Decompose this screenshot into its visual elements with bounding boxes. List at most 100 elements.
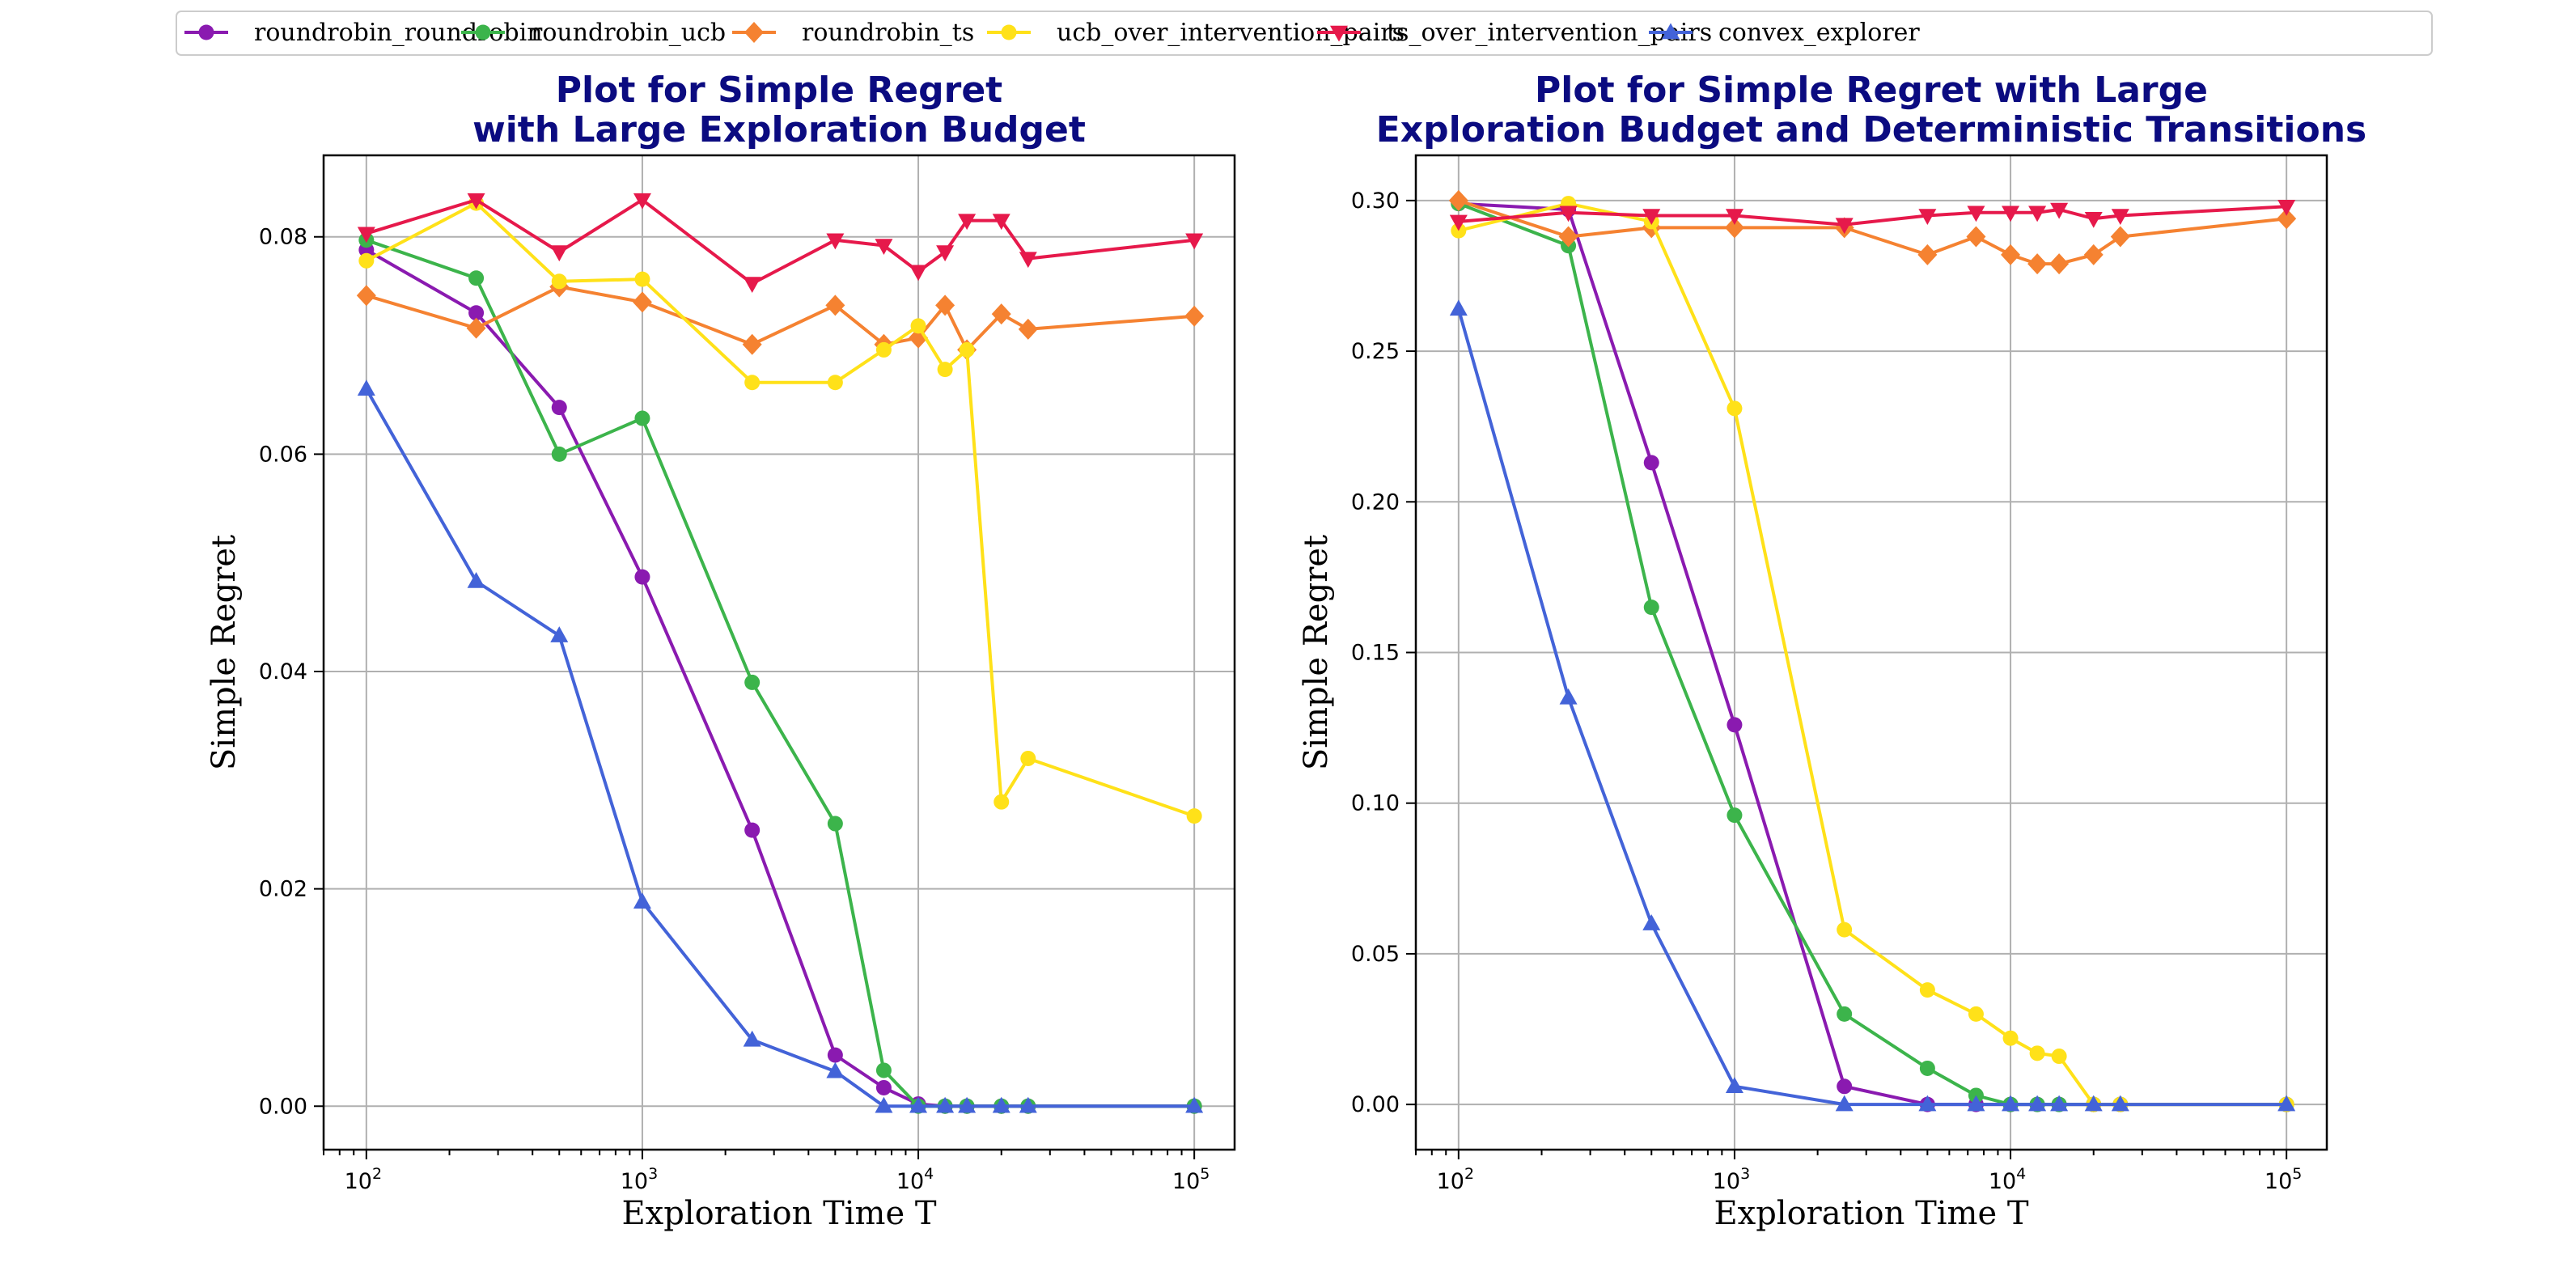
data-point [1018,318,1038,340]
data-point [875,239,893,256]
data-point [744,674,761,690]
series-convex_explorer [1449,299,2296,1112]
data-point [634,271,650,287]
series-line [1456,308,2287,1107]
y-axis-label: Simple Regret [1298,535,1335,770]
data-point [958,214,977,231]
data-point [1727,807,1743,824]
data-point [634,569,650,585]
series-line [365,201,1195,818]
legend-item: roundrobin_ucb [461,19,726,47]
ticks: 102 103 104 105 0.00 0.02 0.04 0.06 0.08 [259,225,1210,1194]
data-point [1558,226,1578,248]
data-point [991,303,1011,325]
plot-left: 102 103 104 105 0.00 0.02 0.04 0.06 0.08 Plot for… [205,70,1236,1232]
data-point [1643,600,1659,616]
series-line [366,238,1195,1108]
data-point [875,1079,892,1095]
data-point [936,245,955,262]
data-point [466,317,486,339]
series-roundrobin_ucb [1451,196,2294,1112]
x-tick-label: 105 [1172,1165,1210,1194]
data-point [2028,205,2047,222]
data-point [2027,253,2048,275]
data-point [2277,1095,2296,1112]
y-tick-label: 0.00 [259,1094,307,1119]
series-roundrobin_ts [356,276,1205,361]
chart-title: Plot for Simple Regret [556,70,1002,111]
legend-marker [1001,24,1017,40]
data-point [959,341,975,358]
series-group [356,193,1205,1114]
data-point [937,362,953,378]
data-point [744,822,761,838]
data-point [551,446,567,462]
data-point [2029,1045,2045,1061]
data-point [2111,1095,2129,1112]
data-point [1727,717,1743,733]
x-tick-label: 104 [1989,1165,2026,1194]
data-point [2051,1049,2067,1065]
data-point [1919,982,1935,998]
plot-frame [322,154,1236,1151]
series-line [1458,201,2287,1107]
legend-marker [475,24,491,40]
data-point [1727,400,1743,417]
data-point [827,816,843,832]
y-tick-label: 0.15 [1351,641,1400,666]
data-point [633,892,651,909]
data-point [1837,922,1853,938]
y-tick-label: 0.06 [259,442,307,467]
x-tick-label: 102 [1437,1165,1474,1194]
series-ucb_over_intervention_pairs [358,195,1202,824]
data-point [1643,455,1659,471]
legend-label: roundrobin_ts [802,19,974,47]
series-ucb_over_intervention_pairs [1451,196,2294,1112]
data-point [468,270,485,286]
data-point [1725,1077,1743,1094]
data-point [1186,808,1202,824]
ticks: 102 103 104 105 0.00 0.05 0.10 0.15 0.20 0.25 0.30 [1351,189,2303,1194]
data-point [634,410,650,426]
data-point [2002,1030,2019,1046]
data-point [935,294,955,316]
data-point [1968,1006,1984,1022]
data-point [1642,209,1661,226]
data-point [875,1062,892,1078]
data-point [2050,202,2069,219]
series-line [365,388,1195,1108]
series-roundrobin_roundrobin [358,242,1202,1114]
data-point [1449,214,1468,231]
data-point [2084,1095,2103,1112]
data-point [827,1047,843,1063]
legend-marker [1662,23,1680,40]
data-point [743,1030,761,1047]
legend-label: roundrobin_ucb [531,19,726,47]
data-point [994,794,1010,810]
series-ts_over_intervention_pairs [357,193,1204,294]
data-point [1724,217,1744,239]
data-point [356,285,376,307]
series-line [1458,201,2287,1107]
data-point [992,1096,1010,1113]
series-line [1458,205,2287,227]
data-point [1918,1095,1937,1112]
legend-marker [198,24,214,40]
data-point [1966,226,1986,248]
chart-title: with Large Exploration Budget [472,109,1086,150]
data-point [467,571,485,588]
data-point [468,305,485,321]
data-point [825,294,845,316]
data-point [1918,209,1937,226]
y-tick-label: 0.05 [1351,942,1400,967]
data-point [551,273,567,290]
data-point [1184,305,1205,327]
data-point [550,626,569,642]
grid [1416,155,2327,1150]
data-point [1837,1006,1853,1022]
x-tick-label: 103 [1713,1165,1750,1194]
series-line [365,248,1195,1108]
data-point [936,1096,955,1113]
series-line [366,198,1195,286]
